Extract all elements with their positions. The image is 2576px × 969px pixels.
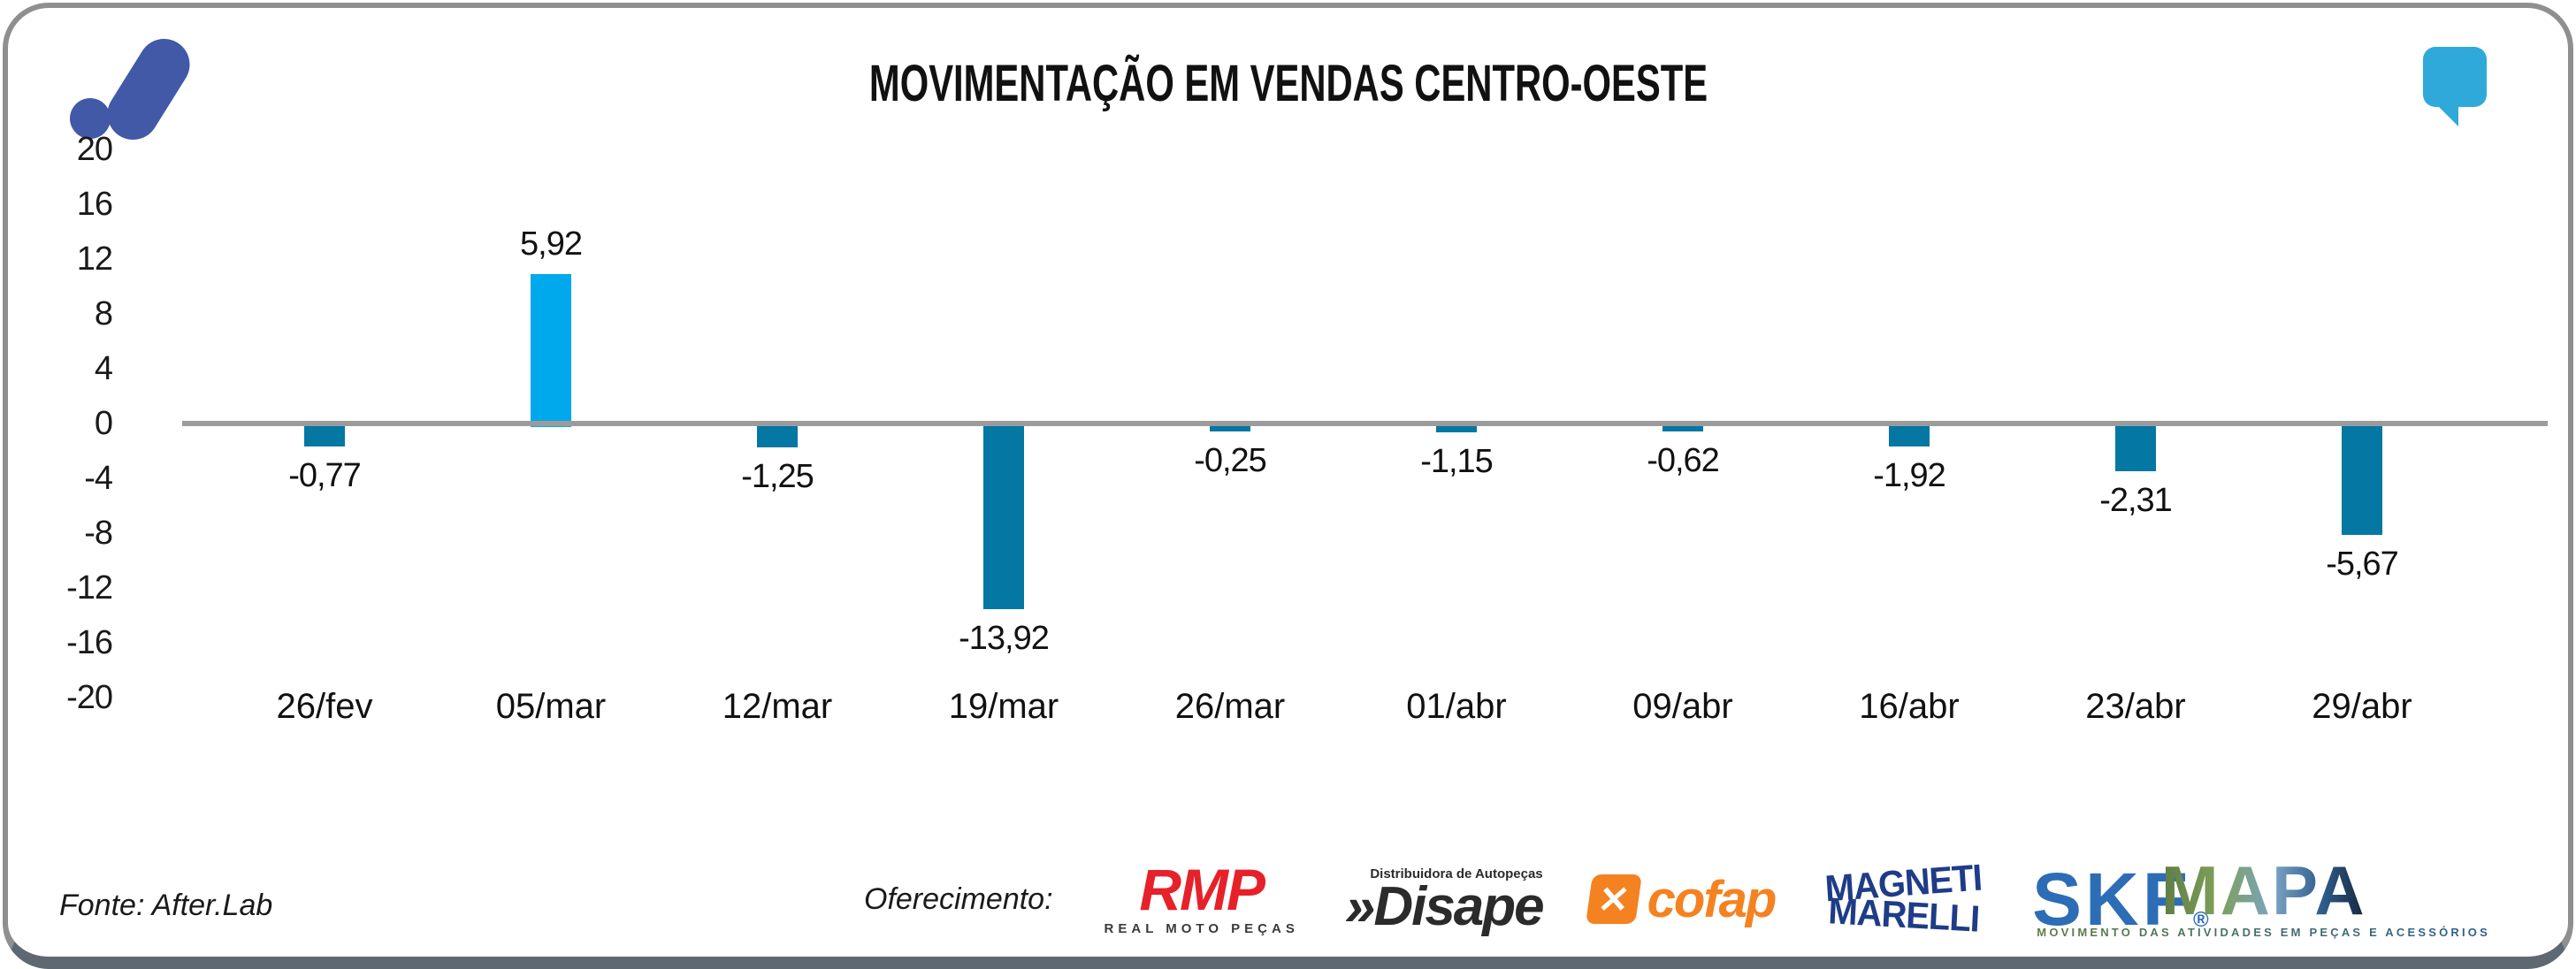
bar-value-label: -1,15 bbox=[1420, 443, 1494, 480]
report-card: MOVIMENTAÇÃO EM VENDAS CENTRO-OESTE 20 16… bbox=[3, 3, 2573, 969]
bar-value-label: -2,31 bbox=[2099, 482, 2173, 519]
y-axis-tick-label: 20 bbox=[76, 131, 113, 168]
bar-16/abr bbox=[1889, 426, 1930, 446]
magneti-logo-line2: MARELLI bbox=[1827, 889, 1981, 940]
y-axis-tick-label: 4 bbox=[94, 350, 113, 387]
skf-logo: SKF ® bbox=[2032, 858, 2209, 941]
y-axis-tick-label: -20 bbox=[66, 679, 113, 716]
source-note: Fonte: After.Lab bbox=[59, 889, 273, 922]
bar-01/abr bbox=[1436, 426, 1477, 432]
disape-logo-text: »Disape bbox=[1344, 875, 1545, 937]
skf-registered-mark: ® bbox=[2193, 908, 2209, 933]
bar-value-label: -0,25 bbox=[1194, 442, 1267, 479]
rmp-logo: RMP REAL MOTO PEÇAS bbox=[1104, 856, 1299, 936]
x-axis-label: 26/fev bbox=[276, 687, 373, 726]
x-axis-label: 29/abr bbox=[2312, 687, 2412, 726]
bar-23/abr bbox=[2115, 426, 2156, 471]
disape-logo: Distribuidora de Autopeças »Disape bbox=[1344, 866, 1545, 937]
y-axis-tick-label: 8 bbox=[94, 295, 113, 332]
y-axis-tick-label: 16 bbox=[76, 186, 113, 223]
bar-value-label: -5,67 bbox=[2326, 546, 2399, 583]
x-axis-label: 12/mar bbox=[722, 687, 833, 726]
x-axis-label: 01/abr bbox=[1406, 687, 1507, 726]
cofap-x-icon: ✕ bbox=[1585, 874, 1642, 924]
bar-29/abr bbox=[2342, 426, 2382, 535]
bar-12/mar bbox=[757, 426, 798, 447]
x-axis-label: 19/mar bbox=[948, 687, 1059, 726]
x-axis-label: 23/abr bbox=[2085, 687, 2186, 726]
y-axis-tick-label: -4 bbox=[84, 460, 113, 497]
x-axis-label: 05/mar bbox=[495, 687, 607, 726]
zero-axis-line bbox=[182, 421, 2548, 426]
cofap-logo-text: cofap bbox=[1647, 870, 1777, 928]
afterlab-logo-icon bbox=[59, 29, 210, 149]
bar-value-label: -0,77 bbox=[288, 457, 362, 494]
sponsor-label: Oferecimento: bbox=[864, 881, 1053, 916]
magneti-marelli-logo: MAGNETI MARELLI bbox=[1821, 857, 1986, 940]
y-axis-tick-label: -12 bbox=[66, 569, 113, 607]
mapa-logo-text: MAPA bbox=[2160, 851, 2366, 929]
y-axis-tick-label: 12 bbox=[76, 240, 113, 278]
bar-value-label: -1,92 bbox=[1873, 457, 1946, 494]
bar-19/mar bbox=[983, 426, 1024, 609]
rmp-logo-subtitle: REAL MOTO PEÇAS bbox=[1104, 920, 1299, 936]
mapa-logo-subtitle: MOVIMENTO DAS ATIVIDADES EM PEÇAS E ACES… bbox=[2037, 926, 2490, 939]
bar-05/mar bbox=[531, 274, 571, 427]
x-axis-label: 09/abr bbox=[1632, 687, 1733, 726]
bar-09/abr bbox=[1663, 426, 1703, 431]
bar-value-label: 5,92 bbox=[520, 225, 583, 263]
x-axis-label: 26/mar bbox=[1174, 687, 1286, 726]
sponsors-row: Oferecimento: RMP REAL MOTO PEÇAS Distri… bbox=[864, 846, 2209, 952]
bar-value-label: -1,25 bbox=[741, 458, 814, 495]
bar-value-label: -13,92 bbox=[959, 620, 1050, 657]
afterlab-logo-dot bbox=[70, 98, 111, 139]
skf-logo-text: SKF bbox=[2032, 858, 2191, 941]
bar-26/mar bbox=[1210, 426, 1250, 431]
mapa-logo: MAPA MOVIMENTO DAS ATIVIDADES EM PEÇAS E… bbox=[2037, 851, 2490, 939]
y-axis-tick-label: -8 bbox=[84, 515, 113, 552]
disape-logo-tagline: Distribuidora de Autopeças bbox=[1370, 866, 1543, 881]
y-axis-tick-label: 0 bbox=[94, 405, 113, 442]
rmp-logo-text: RMP bbox=[1139, 856, 1265, 922]
x-axis-label: 16/abr bbox=[1859, 687, 1960, 726]
y-axis-tick-label: -16 bbox=[66, 624, 113, 661]
chart-title: MOVIMENTAÇÃO EM VENDAS CENTRO-OESTE bbox=[868, 55, 1708, 112]
quote-icon bbox=[2423, 47, 2487, 126]
bar-26/fev bbox=[304, 426, 345, 446]
cofap-logo: ✕ cofap bbox=[1585, 870, 1777, 929]
bar-value-label: -0,62 bbox=[1647, 442, 1720, 479]
bar-chart: 20 16 12 8 4 0 -4 -8 -12 -16 -20 -0,77 26/fev 5,92 05/… bbox=[8, 8, 2568, 957]
